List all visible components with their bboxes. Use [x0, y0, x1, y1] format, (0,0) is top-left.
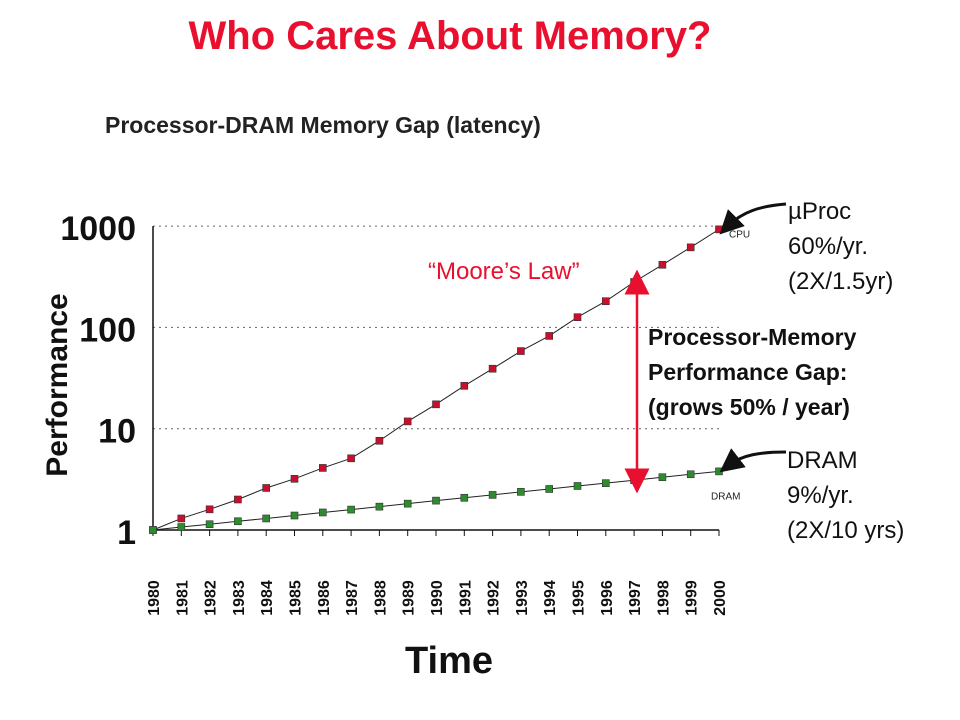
cpu-point — [177, 514, 186, 523]
cpu-point — [262, 484, 271, 492]
dram-point — [460, 493, 469, 502]
gap-annotation: Processor-Memory Performance Gap: (grows… — [648, 320, 856, 425]
cpu-point — [318, 464, 327, 472]
cpu-point — [403, 417, 412, 426]
dram-point — [234, 517, 242, 526]
dram-point — [573, 482, 582, 490]
x-tick-label: 1987 — [344, 580, 361, 616]
dram-pointer-arrow — [719, 448, 787, 473]
gap-line-2: Performance Gap: — [648, 359, 848, 385]
cpu-point — [573, 313, 582, 321]
gap-line-1: Processor-Memory — [648, 324, 857, 350]
cpu-point — [715, 225, 723, 234]
x-tick-label: 1993 — [514, 580, 531, 616]
cpu-point — [545, 332, 554, 340]
cpu-point — [234, 495, 242, 504]
cpu-point — [375, 436, 384, 445]
x-tick-label: 1997 — [627, 580, 644, 616]
dram-point — [715, 467, 723, 476]
grid-lines — [153, 225, 719, 430]
dram-point — [347, 505, 355, 514]
uproc-pointer-arrow — [719, 202, 787, 235]
uproc-line-3: (2X/1.5yr) — [788, 268, 894, 295]
x-tick-label: 1985 — [288, 580, 305, 616]
dram-point — [290, 511, 299, 520]
slide-title: Who Cares About Memory? — [188, 14, 712, 58]
cpu-point — [517, 347, 525, 355]
cpu-series-line — [152, 228, 720, 531]
cpu-point — [488, 364, 497, 373]
uproc-annotation: µProc 60%/yr. (2X/1.5yr) — [788, 194, 893, 299]
dram-point — [517, 488, 525, 496]
dram-point — [686, 470, 695, 479]
dram-point — [403, 499, 412, 508]
x-tick-label: 1999 — [684, 580, 701, 616]
x-tick-label: 1988 — [372, 580, 389, 616]
dram-point — [318, 508, 327, 517]
cpu-point — [658, 260, 667, 269]
uproc-line-2: 60%/yr. — [788, 233, 869, 260]
x-tick-label: 1983 — [231, 580, 248, 616]
x-tick-label: 1992 — [486, 580, 503, 616]
cpu-series-label: CPU — [729, 229, 750, 240]
chart-title: Processor-DRAM Memory Gap (latency) — [105, 112, 541, 138]
y-tick-label: 100 — [79, 311, 136, 349]
x-tick-label: 1981 — [174, 580, 191, 616]
dram-point — [205, 520, 214, 529]
y-tick-label: 10 — [98, 413, 136, 451]
x-tick-label: 2000 — [712, 580, 729, 616]
x-tick-label: 1991 — [457, 580, 474, 616]
x-tick-label: 1994 — [542, 580, 559, 616]
dram-line-2: 9%/yr. — [787, 482, 854, 509]
y-tick-label: 1000 — [60, 210, 136, 248]
x-tick-label: 1986 — [316, 580, 333, 616]
dram-point — [177, 523, 186, 531]
x-tick-label: 1984 — [259, 580, 276, 616]
dram-point — [545, 485, 554, 493]
cpu-point — [686, 243, 695, 252]
uproc-line-1: µProc — [788, 198, 852, 225]
x-tick-label: 1995 — [571, 580, 588, 616]
tick-labels: 1 10 100 1000 1980 1981 1982 1983 1984 1985 1986 19… — [60, 210, 729, 616]
annotation-arrows — [624, 202, 787, 494]
cpu-point — [347, 454, 355, 463]
x-axis-label: Time — [405, 640, 494, 682]
dram-series-label: DRAM — [711, 491, 740, 502]
cpu-point — [205, 505, 214, 514]
x-tick-label: 1998 — [655, 580, 672, 616]
cpu-point — [460, 382, 469, 390]
dram-point — [149, 526, 157, 534]
cpu-point — [601, 297, 610, 306]
dram-point — [262, 514, 271, 523]
moores-law-label: “Moore’s Law” — [428, 258, 580, 285]
x-tick-label: 1996 — [599, 580, 616, 616]
cpu-point — [432, 400, 440, 409]
gap-line-3: (grows 50% / year) — [648, 394, 850, 420]
x-tick-label: 1990 — [429, 580, 446, 616]
axes — [152, 226, 720, 536]
dram-point — [601, 479, 610, 487]
cpu-point — [290, 475, 299, 483]
dram-line-3: (2X/10 yrs) — [787, 517, 905, 544]
dram-point — [658, 473, 667, 482]
dram-point — [375, 502, 384, 511]
series: CPU DRAM — [149, 225, 750, 534]
dram-point — [488, 491, 497, 499]
dram-point — [432, 496, 440, 505]
x-tick-label: 1982 — [203, 580, 220, 616]
x-tick-label: 1989 — [401, 580, 418, 616]
dram-annotation: DRAM 9%/yr. (2X/10 yrs) — [787, 443, 904, 548]
dram-line-1: DRAM — [787, 447, 858, 474]
y-tick-label: 1 — [117, 514, 136, 552]
x-tick-label: 1980 — [146, 580, 163, 616]
